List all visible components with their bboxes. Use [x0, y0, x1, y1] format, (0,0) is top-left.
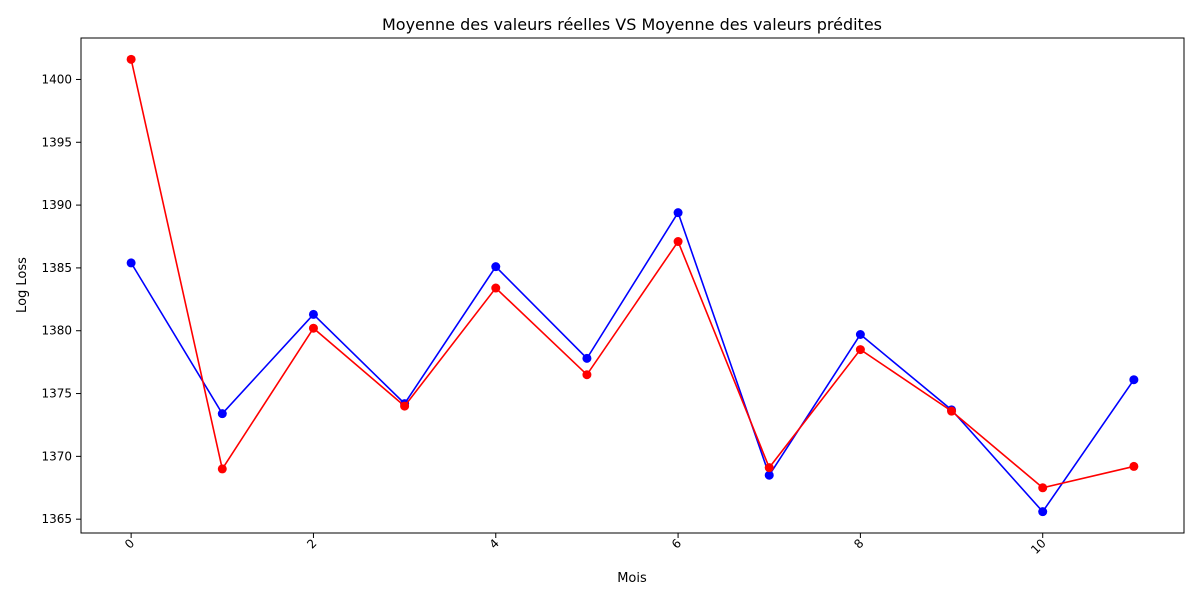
x-tick-label: 0 [122, 536, 137, 551]
series-1 [126, 54, 1139, 493]
data-point [855, 345, 865, 355]
x-tick-label: 2 [304, 536, 319, 551]
data-point [855, 329, 865, 339]
data-point [491, 262, 501, 272]
data-point [308, 323, 318, 333]
y-tick-label: 1375 [41, 387, 72, 401]
y-axis-label: Log Loss [15, 257, 30, 313]
data-point [1129, 461, 1139, 471]
series-line-0 [130, 210, 1135, 513]
data-point [217, 409, 227, 419]
data-point [1038, 483, 1048, 493]
series-0 [126, 208, 1139, 517]
y-tick-label: 1395 [41, 135, 72, 149]
y-tick-label: 1400 [41, 72, 72, 86]
y-tick-label: 1365 [41, 512, 72, 526]
data-point [673, 237, 683, 247]
y-tick-label: 1380 [41, 324, 72, 338]
data-point [308, 309, 318, 319]
x-axis-label: Mois [617, 571, 647, 586]
series-layer [126, 54, 1139, 517]
y-tick-label: 1385 [41, 261, 72, 275]
y-tick-label: 1370 [41, 449, 72, 463]
data-point [947, 406, 957, 416]
x-tick-label: 10 [1028, 536, 1049, 557]
data-point [126, 258, 136, 268]
data-point [764, 470, 774, 480]
x-tick-label: 6 [669, 536, 684, 551]
y-tick-label: 1390 [41, 198, 72, 212]
data-point [1038, 507, 1048, 517]
series-line-1 [130, 59, 1135, 489]
data-point [673, 208, 683, 218]
y-axis: 1365 1370 1375 1380 1385 1390 1395 1400 [41, 72, 81, 526]
data-point [126, 54, 136, 64]
data-point [1129, 375, 1139, 385]
data-point [582, 353, 592, 363]
data-point [491, 283, 501, 293]
x-axis: 0 2 4 6 8 10 [122, 533, 1049, 557]
data-point [582, 370, 592, 380]
plot-frame [80, 37, 1185, 534]
data-point [764, 463, 774, 473]
data-point [400, 401, 410, 411]
data-point [217, 464, 227, 474]
x-tick-label: 8 [851, 536, 866, 551]
x-tick-label: 4 [487, 536, 502, 551]
chart-title: Moyenne des valeurs réelles VS Moyenne d… [382, 15, 882, 34]
